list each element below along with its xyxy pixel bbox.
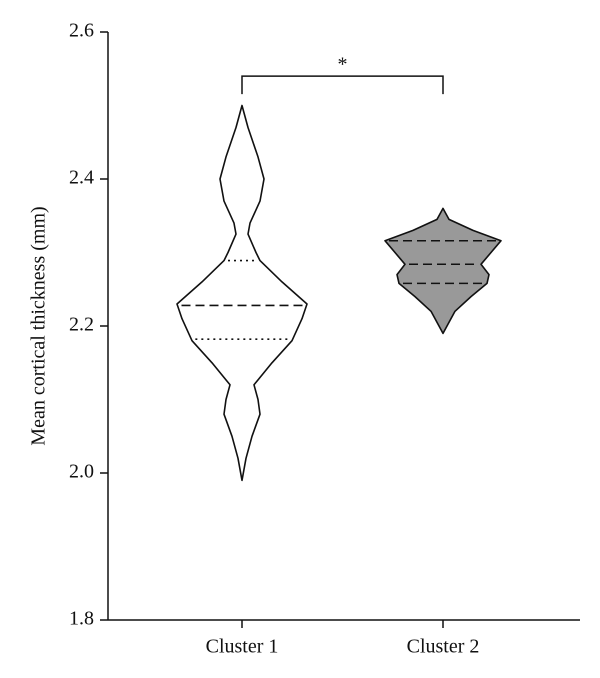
- y-tick-label: 2.0: [69, 461, 94, 483]
- y-tick-label: 2.6: [69, 20, 94, 42]
- y-tick-label: 1.8: [69, 608, 94, 630]
- significance-bracket: [241, 75, 444, 95]
- violin: [384, 207, 502, 335]
- x-tick-label: Cluster 2: [407, 636, 480, 658]
- y-tick-label: 2.4: [69, 167, 94, 189]
- y-tick-label: 2.2: [69, 314, 94, 336]
- annotation: *: [338, 54, 348, 76]
- x-tick-label: Cluster 1: [206, 636, 279, 658]
- y-axis-label: Mean cortical thickness (mm): [28, 206, 50, 445]
- violin: [176, 104, 308, 482]
